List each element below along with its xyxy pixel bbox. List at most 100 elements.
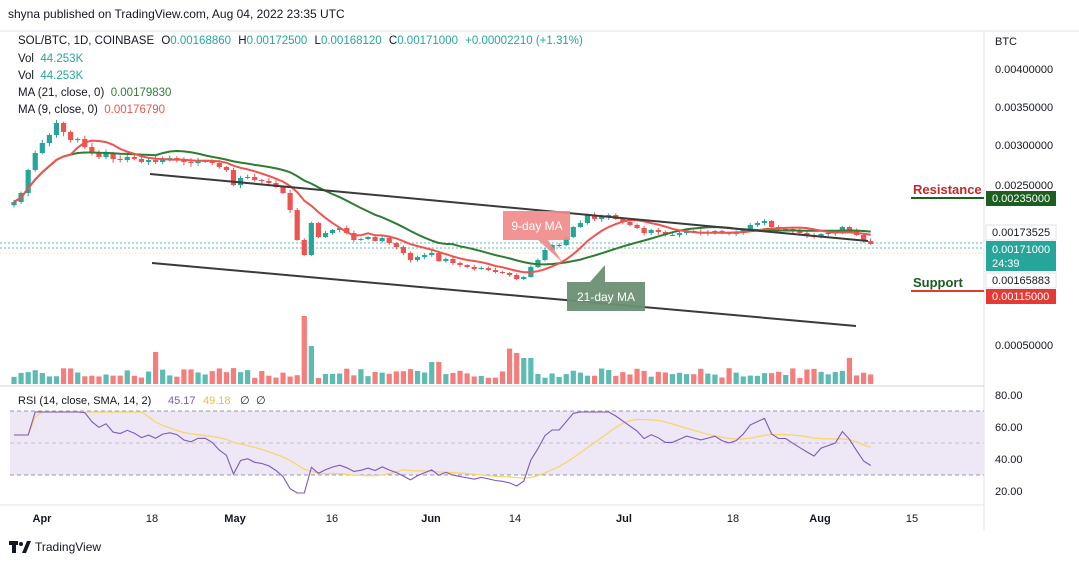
volume-bar [627,374,633,384]
ma9-callout: 9-day MA [503,211,570,263]
volume-bar [145,371,152,384]
volume-bar [584,375,591,384]
volume-bar [414,370,421,384]
candle-body [117,159,123,160]
candle-body [407,253,414,260]
volume-bar [740,376,746,384]
candle-body [414,257,421,260]
candle-body [53,123,60,135]
ma9-value: 0.00176790 [104,104,166,116]
volume-bar [68,368,74,384]
ma9-label: MA (9, close, 0) [18,104,98,116]
volume-bar [846,358,853,384]
candle-body [429,253,435,255]
tradingview-logo[interactable]: TradingView [9,540,101,554]
rsi-tick-label: 40.00 [995,454,1023,466]
candle-body [32,153,38,170]
volume-bar [188,369,194,384]
time-tick-label: Apr [33,513,53,525]
candle-body [294,210,300,240]
volume-bar [315,377,322,384]
ma9-callout-text: 9-day MA [511,219,562,233]
volume-bar [60,368,67,384]
ma9-legend: MA (9, close, 0) 0.00176790 [18,104,165,116]
volume-bar [832,372,838,384]
volume-bar [691,374,697,384]
publisher-line: shyna published on TradingView.com, Aug … [8,7,345,21]
volume-bar [754,375,760,384]
rsi-line [14,411,871,494]
volume-bar [804,369,810,384]
volume-bar [514,352,520,384]
ma21-value: 0.00179830 [110,87,172,99]
volume-bar [591,375,598,384]
volume-bar [46,376,52,384]
last-price-text: 0.00171000 [992,244,1050,256]
volume-bar [294,375,300,384]
support-badge [986,289,1056,304]
volume-bar [174,376,180,384]
volume-bar [407,369,414,384]
volume-bar [89,375,95,384]
candle-body [308,223,314,255]
candle-body [868,241,874,244]
candle-body [216,163,222,167]
price-tick-label: 0.00350000 [995,102,1053,114]
close-value: 0.00171000 [397,35,458,47]
volume-bar [436,362,442,384]
volume-bar [39,373,45,384]
volume-bar [662,372,668,384]
volume-bar [167,375,173,384]
candle-body [400,247,406,253]
volume-bar [422,372,428,384]
volume-bar [521,358,527,384]
volume-bar [563,374,569,384]
volume-bar [768,373,775,384]
time-tick-label: 15 [906,513,918,525]
high-label: H [238,35,247,47]
price-tick-label: 0.00400000 [995,64,1053,76]
volume-bar [726,368,732,384]
ma21-callout-text: 21-day MA [577,290,635,304]
time-tick-label: 16 [326,513,338,525]
volume-bar [797,377,803,384]
candle-body [768,221,775,227]
volume-bar [839,370,845,384]
candle-body [223,167,229,170]
rsi-sma-value: 49.18 [203,395,231,407]
candle-body [464,265,470,267]
rsi-na-2: ∅ [256,395,266,407]
rsi-tick-label: 60.00 [995,422,1023,434]
currency-label: BTC [995,36,1017,48]
candle-body [471,267,477,269]
price-tick-label: 0.00300000 [995,140,1053,152]
time-tick-label: 18 [146,513,158,525]
candle-body [245,177,251,178]
change-value: +0.00002210 (+1.31%) [465,35,583,47]
tradingview-logo-icon [9,541,31,553]
volume-bar [344,368,350,384]
vol-legend-2: Vol 44.253K [18,70,83,82]
time-tick-label: 14 [509,513,521,525]
volume-bar [861,372,867,384]
volume-bar [535,373,541,384]
rsi-sma-line [14,411,871,479]
candle-body [570,227,576,237]
vol-legend-1: Vol 44.253K [18,53,83,65]
volume-bar [606,369,612,384]
candle-body [634,225,640,228]
candle-body [188,162,194,163]
volume-bar [485,377,491,384]
volume-bar [103,374,109,384]
volume-bar [542,377,548,384]
candle-body [393,243,399,247]
vol-label: Vol [18,53,34,65]
volume-bar [783,374,789,384]
volume-bars [11,316,874,384]
volume-bar [216,368,222,384]
candle-body [167,158,173,159]
candle-body [11,202,17,206]
volume-bar [32,370,38,384]
rsi-tick-label: 80.00 [995,390,1023,402]
